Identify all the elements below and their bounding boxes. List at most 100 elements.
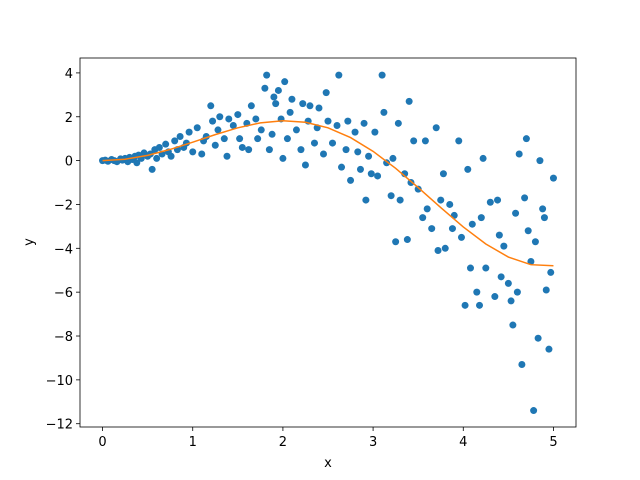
scatter-point — [522, 135, 530, 143]
scatter-point — [351, 128, 359, 136]
scatter-point — [257, 126, 265, 134]
scatter-point — [491, 293, 499, 301]
scatter-point — [446, 200, 454, 208]
scatter-point — [476, 301, 484, 309]
scatter-point — [521, 194, 529, 202]
scatter-point — [254, 135, 262, 143]
scatter-point — [310, 139, 318, 147]
plot-frame — [79, 57, 577, 428]
scatter-point — [500, 242, 508, 250]
scatter-point — [223, 152, 231, 160]
scatter-point — [272, 100, 280, 108]
y-tick-label: 4 — [65, 67, 73, 82]
scatter-point — [403, 236, 411, 244]
scatter-point — [504, 279, 512, 287]
scatter-point — [265, 146, 273, 154]
scatter-point — [378, 71, 386, 79]
scatter-point — [536, 157, 544, 165]
line — [102, 119, 554, 267]
scatter-point — [189, 148, 197, 156]
x-axis-label: x — [324, 456, 332, 471]
scatter-point — [162, 140, 170, 148]
scatter-point — [432, 124, 440, 132]
x-tick-label: 4 — [459, 435, 467, 450]
scatter-point — [347, 176, 355, 184]
scatter-point — [238, 143, 246, 151]
scatter-point — [387, 192, 395, 200]
scatter-point — [495, 231, 503, 239]
scatter-point — [193, 124, 201, 132]
scatter-point — [545, 345, 553, 353]
y-tick-label: −2 — [54, 198, 73, 213]
scatter-point — [288, 95, 296, 103]
scatter-point — [301, 161, 309, 169]
scatter-point — [148, 165, 156, 173]
scatter-point — [457, 233, 465, 241]
scatter-point — [396, 196, 404, 204]
scatter-point — [540, 214, 548, 222]
scatter-point — [279, 154, 287, 162]
scatter-point — [513, 288, 521, 296]
scatter-point — [482, 264, 490, 272]
scatter-point — [539, 205, 547, 213]
scatter-point — [155, 143, 163, 151]
scatter-point — [236, 135, 244, 143]
scatter-point — [297, 146, 305, 154]
scatter-point — [324, 117, 332, 125]
y-tick-label: −12 — [46, 418, 73, 433]
scatter-point — [434, 247, 442, 255]
x-tick-label: 3 — [369, 435, 377, 450]
scatter-point — [274, 86, 282, 94]
scatter-point — [414, 185, 422, 193]
scatter-point — [216, 113, 224, 121]
scatter-point — [133, 159, 141, 167]
scatter-point — [220, 135, 228, 143]
scatter-point — [441, 244, 449, 252]
y-tick-label: −4 — [54, 242, 73, 257]
y-tick-label: −6 — [54, 286, 73, 301]
scatter-point — [524, 227, 532, 235]
scatter-point — [322, 89, 330, 97]
scatter-point — [439, 170, 447, 178]
scatter-point — [229, 122, 237, 130]
scatter-point — [283, 135, 291, 143]
y-tick-label: 0 — [65, 155, 73, 170]
scatter-point — [374, 172, 382, 180]
scatter-point — [356, 165, 364, 173]
scatter-point — [306, 102, 314, 110]
scatter-point — [198, 150, 206, 158]
scatter-point — [315, 104, 323, 112]
scatter-point — [234, 111, 242, 119]
y-axis-label: y — [22, 238, 37, 246]
scatter-point — [335, 71, 343, 79]
scatter-point — [428, 225, 436, 233]
scatter-point — [167, 152, 175, 160]
scatter-point — [530, 407, 538, 415]
scatter-point — [371, 128, 379, 136]
scatter-point — [527, 257, 535, 265]
scatter-point — [455, 137, 463, 145]
scatter-point — [512, 209, 520, 217]
scatter-point — [542, 286, 550, 294]
scatter-point — [534, 334, 542, 342]
scatter-point — [486, 198, 494, 206]
scatter-point — [419, 214, 427, 222]
scatter-point — [477, 214, 485, 222]
scatter-point — [515, 150, 523, 158]
scatter-point — [225, 115, 233, 123]
scatter-point — [362, 196, 370, 204]
scatter-point — [494, 196, 502, 204]
scatter-point — [549, 174, 557, 182]
scatter-point — [333, 122, 341, 130]
scatter-point — [423, 205, 431, 213]
scatter-point — [461, 301, 469, 309]
scatter-point — [468, 220, 476, 228]
scatter-point — [245, 146, 253, 154]
scatter-point — [360, 119, 368, 127]
scatter-point — [405, 97, 413, 105]
scatter-point — [367, 170, 375, 178]
scatter-point — [380, 108, 388, 116]
scatter-point — [437, 196, 445, 204]
y-tick-label: −8 — [54, 330, 73, 345]
